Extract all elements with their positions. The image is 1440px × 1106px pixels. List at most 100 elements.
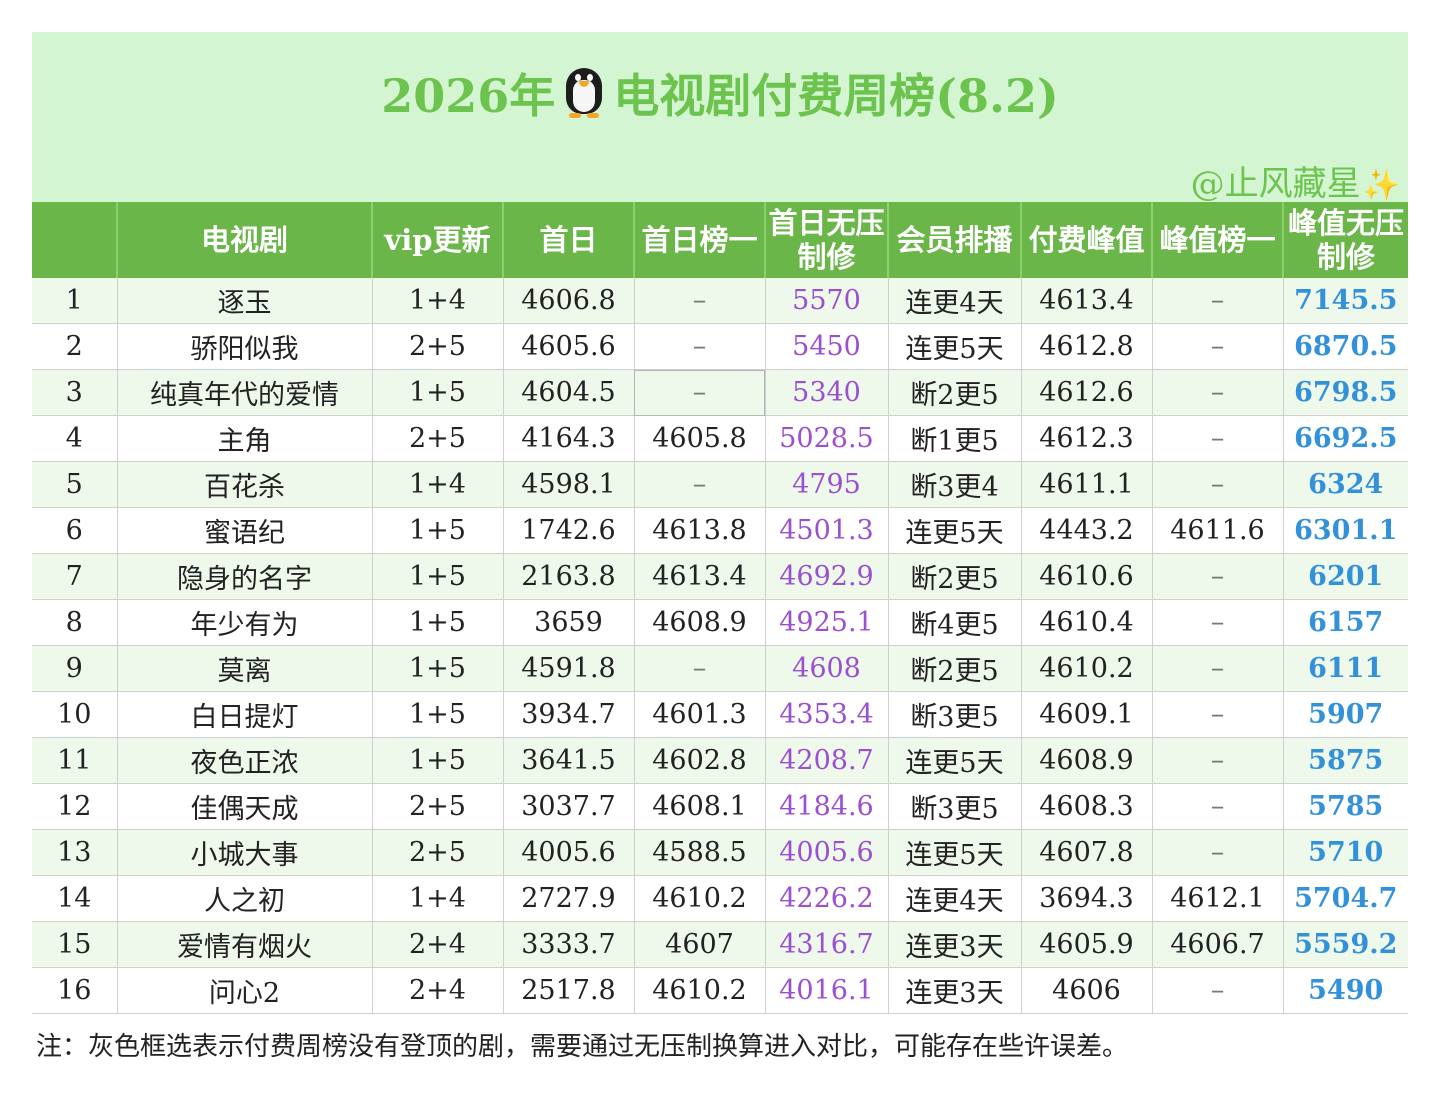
cell-vip-update: 2+5 <box>371 323 503 370</box>
cell-first-day: 4605.6 <box>502 323 634 370</box>
cell-peak-unsuppressed: 5875 <box>1282 737 1408 784</box>
cell-first-day-top: 4601.3 <box>633 691 765 738</box>
cell-first-day-unsuppressed: 4692.9 <box>764 553 888 600</box>
table-row: 9 莫离 1+5 4591.8–4608 断2更5 4610.2–6111 <box>32 645 1408 692</box>
table-header-row: 电视剧 vip更新 首日 首日榜一 首日无压 制修 会员排播 付费峰值 峰值榜一 峰值无压 制修 <box>32 202 1408 278</box>
cell-rank: 10 <box>32 691 117 738</box>
cell-peak-unsuppressed: 5710 <box>1282 829 1408 876</box>
cell-vip-update: 1+4 <box>371 278 503 324</box>
cell-rank: 12 <box>32 783 117 830</box>
cell-peak-top: – <box>1151 553 1283 600</box>
cell-first-day-top: – <box>633 369 765 416</box>
cell-first-day: 1742.6 <box>502 507 634 554</box>
cell-member-schedule: 断1更5 <box>887 415 1021 462</box>
cell-peak-top: – <box>1151 691 1283 738</box>
cell-first-day-unsuppressed: 4501.3 <box>764 507 888 554</box>
table-row: 14 人之初 1+4 2727.9 4610.2 4226.2 连更4天 3694.3 4612… <box>32 875 1408 922</box>
table-row: 8 年少有为 1+5 3659 4608.9 4925.1 断4更5 4610.4–6157 <box>32 599 1408 646</box>
cell-drama: 纯真年代的爱情 <box>116 369 372 416</box>
cell-paid-peak: 3694.3 <box>1020 875 1152 922</box>
table-row: 12 佳偶天成 2+5 3037.7 4608.1 4184.6 断3更5 4608.3–57… <box>32 783 1408 830</box>
cell-first-day-unsuppressed: 4005.6 <box>764 829 888 876</box>
cell-first-day-top: 4613.4 <box>633 553 765 600</box>
table-row: 11 夜色正浓 1+5 3641.5 4602.8 4208.7 连更5天 4608.9–58… <box>32 737 1408 784</box>
cell-first-day: 3659 <box>502 599 634 646</box>
table-row: 13 小城大事 2+5 4005.6 4588.5 4005.6 连更5天 4607.8–57… <box>32 829 1408 876</box>
cell-rank: 6 <box>32 507 117 554</box>
cell-paid-peak: 4608.3 <box>1020 783 1152 830</box>
cell-vip-update: 2+5 <box>371 783 503 830</box>
cell-peak-top: – <box>1151 369 1283 416</box>
cell-rank: 4 <box>32 415 117 462</box>
cell-peak-unsuppressed: 6870.5 <box>1282 323 1408 370</box>
cell-paid-peak: 4610.2 <box>1020 645 1152 692</box>
cell-paid-peak: 4612.3 <box>1020 415 1152 462</box>
cell-member-schedule: 断2更5 <box>887 369 1021 416</box>
cell-first-day-top: 4613.8 <box>633 507 765 554</box>
cell-vip-update: 1+5 <box>371 691 503 738</box>
cell-peak-top: – <box>1151 645 1283 692</box>
cell-first-day-unsuppressed: 4353.4 <box>764 691 888 738</box>
cell-peak-top: 4611.6 <box>1151 507 1283 554</box>
cell-peak-top: 4606.7 <box>1151 921 1283 968</box>
cell-member-schedule: 连更4天 <box>887 875 1021 922</box>
cell-paid-peak: 4605.9 <box>1020 921 1152 968</box>
cell-first-day: 3333.7 <box>502 921 634 968</box>
cell-member-schedule: 断3更5 <box>887 783 1021 830</box>
cell-vip-update: 2+4 <box>371 921 503 968</box>
cell-paid-peak: 4610.6 <box>1020 553 1152 600</box>
table-row: 10 白日提灯 1+5 3934.7 4601.3 4353.4 断3更5 4609.1–59… <box>32 691 1408 738</box>
cell-peak-unsuppressed: 7145.5 <box>1282 278 1408 324</box>
cell-member-schedule: 断3更5 <box>887 691 1021 738</box>
ranking-table: 电视剧 vip更新 首日 首日榜一 首日无压 制修 会员排播 付费峰值 峰值榜一 峰值无压 制修 1… <box>32 202 1408 1014</box>
cell-drama: 人之初 <box>116 875 372 922</box>
cell-drama: 小城大事 <box>116 829 372 876</box>
cell-first-day: 4604.5 <box>502 369 634 416</box>
table-row: 7 隐身的名字 1+5 2163.8 4613.4 4692.9 断2更5 4610.6–62… <box>32 553 1408 600</box>
header-rank <box>32 202 117 278</box>
table-row: 5 百花杀 1+4 4598.1–4795 断3更4 4611.1–6324 <box>32 461 1408 508</box>
cell-peak-top: – <box>1151 599 1283 646</box>
header-first-day-unsuppressed: 首日无压 制修 <box>764 202 888 278</box>
cell-rank: 16 <box>32 967 117 1014</box>
cell-peak-unsuppressed: 5785 <box>1282 783 1408 830</box>
cell-first-day: 3934.7 <box>502 691 634 738</box>
cell-first-day-unsuppressed: 5340 <box>764 369 888 416</box>
cell-first-day-top: – <box>633 278 765 324</box>
cell-rank: 1 <box>32 278 117 324</box>
cell-paid-peak: 4612.8 <box>1020 323 1152 370</box>
cell-vip-update: 1+5 <box>371 599 503 646</box>
table-row: 4 主角 2+5 4164.3 4605.8 5028.5 断1更5 4612.3–6692.… <box>32 415 1408 462</box>
cell-drama: 问心2 <box>116 967 372 1014</box>
cell-peak-unsuppressed: 6301.1 <box>1282 507 1408 554</box>
cell-vip-update: 1+5 <box>371 645 503 692</box>
cell-rank: 14 <box>32 875 117 922</box>
cell-drama: 逐玉 <box>116 278 372 324</box>
cell-first-day-unsuppressed: 4226.2 <box>764 875 888 922</box>
table-body: 1 逐玉 1+4 4606.8–5570 连更4天 4613.4–7145.5 2 骄阳似我 2… <box>32 278 1408 1014</box>
header-first-day: 首日 <box>502 202 634 278</box>
header-peak-top: 峰值榜一 <box>1151 202 1283 278</box>
cell-first-day: 4164.3 <box>502 415 634 462</box>
cell-first-day: 4591.8 <box>502 645 634 692</box>
cell-peak-unsuppressed: 6324 <box>1282 461 1408 508</box>
cell-first-day-top: 4588.5 <box>633 829 765 876</box>
author-name: @止风藏星 <box>1190 164 1361 204</box>
cell-drama: 蜜语纪 <box>116 507 372 554</box>
cell-drama: 骄阳似我 <box>116 323 372 370</box>
cell-vip-update: 2+5 <box>371 415 503 462</box>
table-row: 1 逐玉 1+4 4606.8–5570 连更4天 4613.4–7145.5 <box>32 278 1408 324</box>
cell-drama: 佳偶天成 <box>116 783 372 830</box>
cell-rank: 3 <box>32 369 117 416</box>
cell-vip-update: 1+5 <box>371 553 503 600</box>
cell-first-day-top: 4608.1 <box>633 783 765 830</box>
cell-vip-update: 1+4 <box>371 875 503 922</box>
cell-first-day-top: – <box>633 323 765 370</box>
cell-member-schedule: 连更4天 <box>887 278 1021 324</box>
cell-first-day-unsuppressed: 5450 <box>764 323 888 370</box>
title-banner: 2026年 电视剧付费周榜(8.2) @止风藏星✨ <box>32 32 1408 204</box>
sparkles-icon: ✨ <box>1362 168 1400 203</box>
cell-peak-top: 4612.1 <box>1151 875 1283 922</box>
cell-drama: 主角 <box>116 415 372 462</box>
table-row: 6 蜜语纪 1+5 1742.6 4613.8 4501.3 连更5天 4443.2 4611.… <box>32 507 1408 554</box>
